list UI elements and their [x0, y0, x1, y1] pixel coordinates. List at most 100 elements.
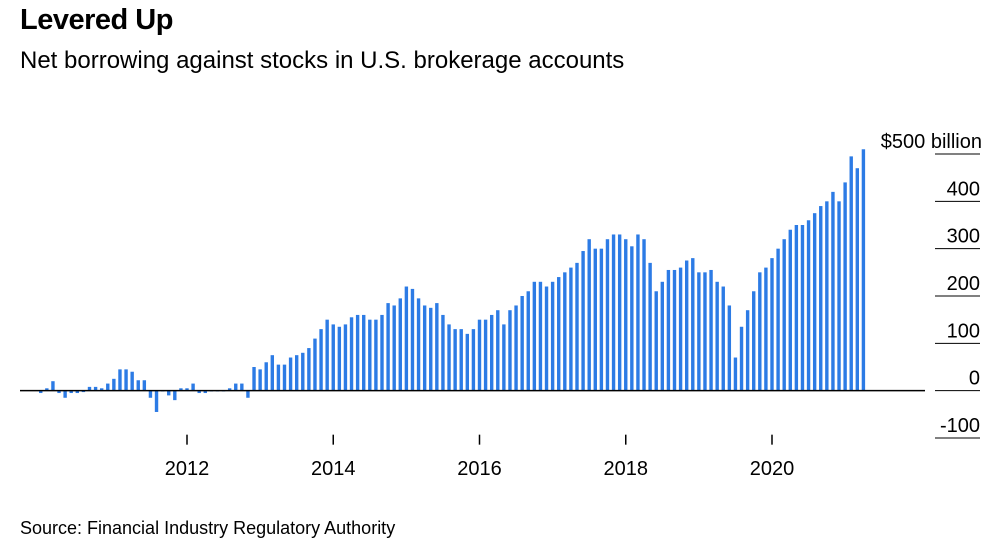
- bar: [99, 388, 104, 391]
- bar: [648, 262, 652, 391]
- bar: [246, 390, 250, 398]
- bar: [611, 234, 616, 391]
- bar: [727, 305, 732, 391]
- bar: [39, 390, 43, 394]
- bar: [630, 246, 634, 391]
- bar: [154, 390, 159, 412]
- bar: [745, 310, 750, 391]
- bar: [106, 383, 110, 391]
- bar: [672, 269, 677, 391]
- bar: [819, 206, 823, 391]
- bar: [758, 272, 762, 391]
- y-tick-label: $500 billion: [881, 131, 982, 153]
- bar: [130, 371, 134, 391]
- bar: [398, 298, 402, 391]
- bar: [118, 369, 122, 391]
- bar: [447, 324, 451, 391]
- bar: [617, 234, 622, 391]
- bar: [483, 319, 488, 391]
- bar: [294, 355, 299, 391]
- bar: [770, 258, 774, 391]
- x-tick-label: 2016: [457, 458, 502, 480]
- bar: [404, 286, 409, 391]
- bar: [831, 191, 835, 391]
- bar: [703, 272, 707, 391]
- bar: [489, 314, 494, 391]
- bar: [666, 269, 671, 391]
- bar: [502, 324, 506, 391]
- bar: [526, 291, 530, 391]
- bar: [684, 260, 689, 391]
- bar: [496, 310, 500, 391]
- bar: [258, 369, 262, 391]
- bar: [441, 314, 445, 391]
- bar: [197, 390, 201, 394]
- bar: [270, 355, 275, 391]
- bar: [550, 281, 555, 391]
- bar: [538, 281, 543, 391]
- bar: [794, 225, 799, 391]
- bar: [721, 286, 725, 391]
- bar: [282, 364, 287, 391]
- y-tick-label: 100: [947, 320, 980, 342]
- bar: [788, 229, 792, 391]
- bar: [806, 220, 811, 391]
- bar: [593, 248, 597, 391]
- bar: [752, 291, 756, 391]
- bar: [429, 307, 433, 391]
- y-tick-label: 200: [947, 273, 980, 295]
- bar: [380, 314, 384, 391]
- bar: [459, 329, 463, 391]
- bar: [861, 149, 866, 391]
- y-tick-label: 300: [947, 226, 980, 248]
- bar: [227, 388, 232, 391]
- bar: [112, 378, 116, 391]
- bar: [776, 248, 780, 391]
- bar: [203, 390, 207, 394]
- bar: [812, 213, 817, 391]
- bar: [532, 281, 537, 391]
- bar: [715, 281, 719, 391]
- gridlines: [935, 153, 980, 439]
- bar: [416, 298, 421, 391]
- bar: [355, 314, 360, 391]
- axes: -100 0 100 200 300 400 $500 billion 2012 2014 201…: [20, 131, 982, 480]
- bar: [764, 267, 768, 391]
- bar: [51, 381, 55, 391]
- bar: [575, 262, 579, 391]
- bar: [87, 386, 92, 391]
- chart-title: Levered Up: [20, 4, 173, 36]
- bar: [191, 383, 195, 391]
- bar: [435, 303, 439, 391]
- bars: [39, 149, 866, 412]
- bar: [142, 380, 147, 391]
- bar: [349, 317, 354, 391]
- bar: [739, 326, 744, 391]
- bar: [313, 338, 317, 391]
- bar: [654, 291, 658, 391]
- bar: [343, 324, 348, 391]
- bar: [240, 383, 244, 391]
- bar: [849, 156, 853, 391]
- bar: [557, 277, 561, 391]
- bar: [843, 182, 847, 391]
- bar: [148, 390, 153, 398]
- bar: [660, 281, 665, 391]
- bar: [173, 390, 177, 401]
- bar: [605, 239, 610, 391]
- bar: [709, 269, 713, 391]
- y-tick-label: 400: [947, 178, 980, 200]
- bar: [63, 390, 67, 398]
- bar: [642, 239, 646, 391]
- bar: [471, 329, 476, 391]
- y-tick-label: -100: [940, 415, 980, 437]
- bar: [69, 390, 73, 394]
- bar: [691, 258, 695, 391]
- bar: [362, 314, 366, 391]
- bar: [837, 201, 841, 391]
- x-tick-label: 2012: [165, 458, 210, 480]
- bar: [587, 239, 591, 391]
- y-tick-label: 0: [969, 368, 980, 390]
- bar: [636, 234, 640, 391]
- bar: [855, 168, 860, 391]
